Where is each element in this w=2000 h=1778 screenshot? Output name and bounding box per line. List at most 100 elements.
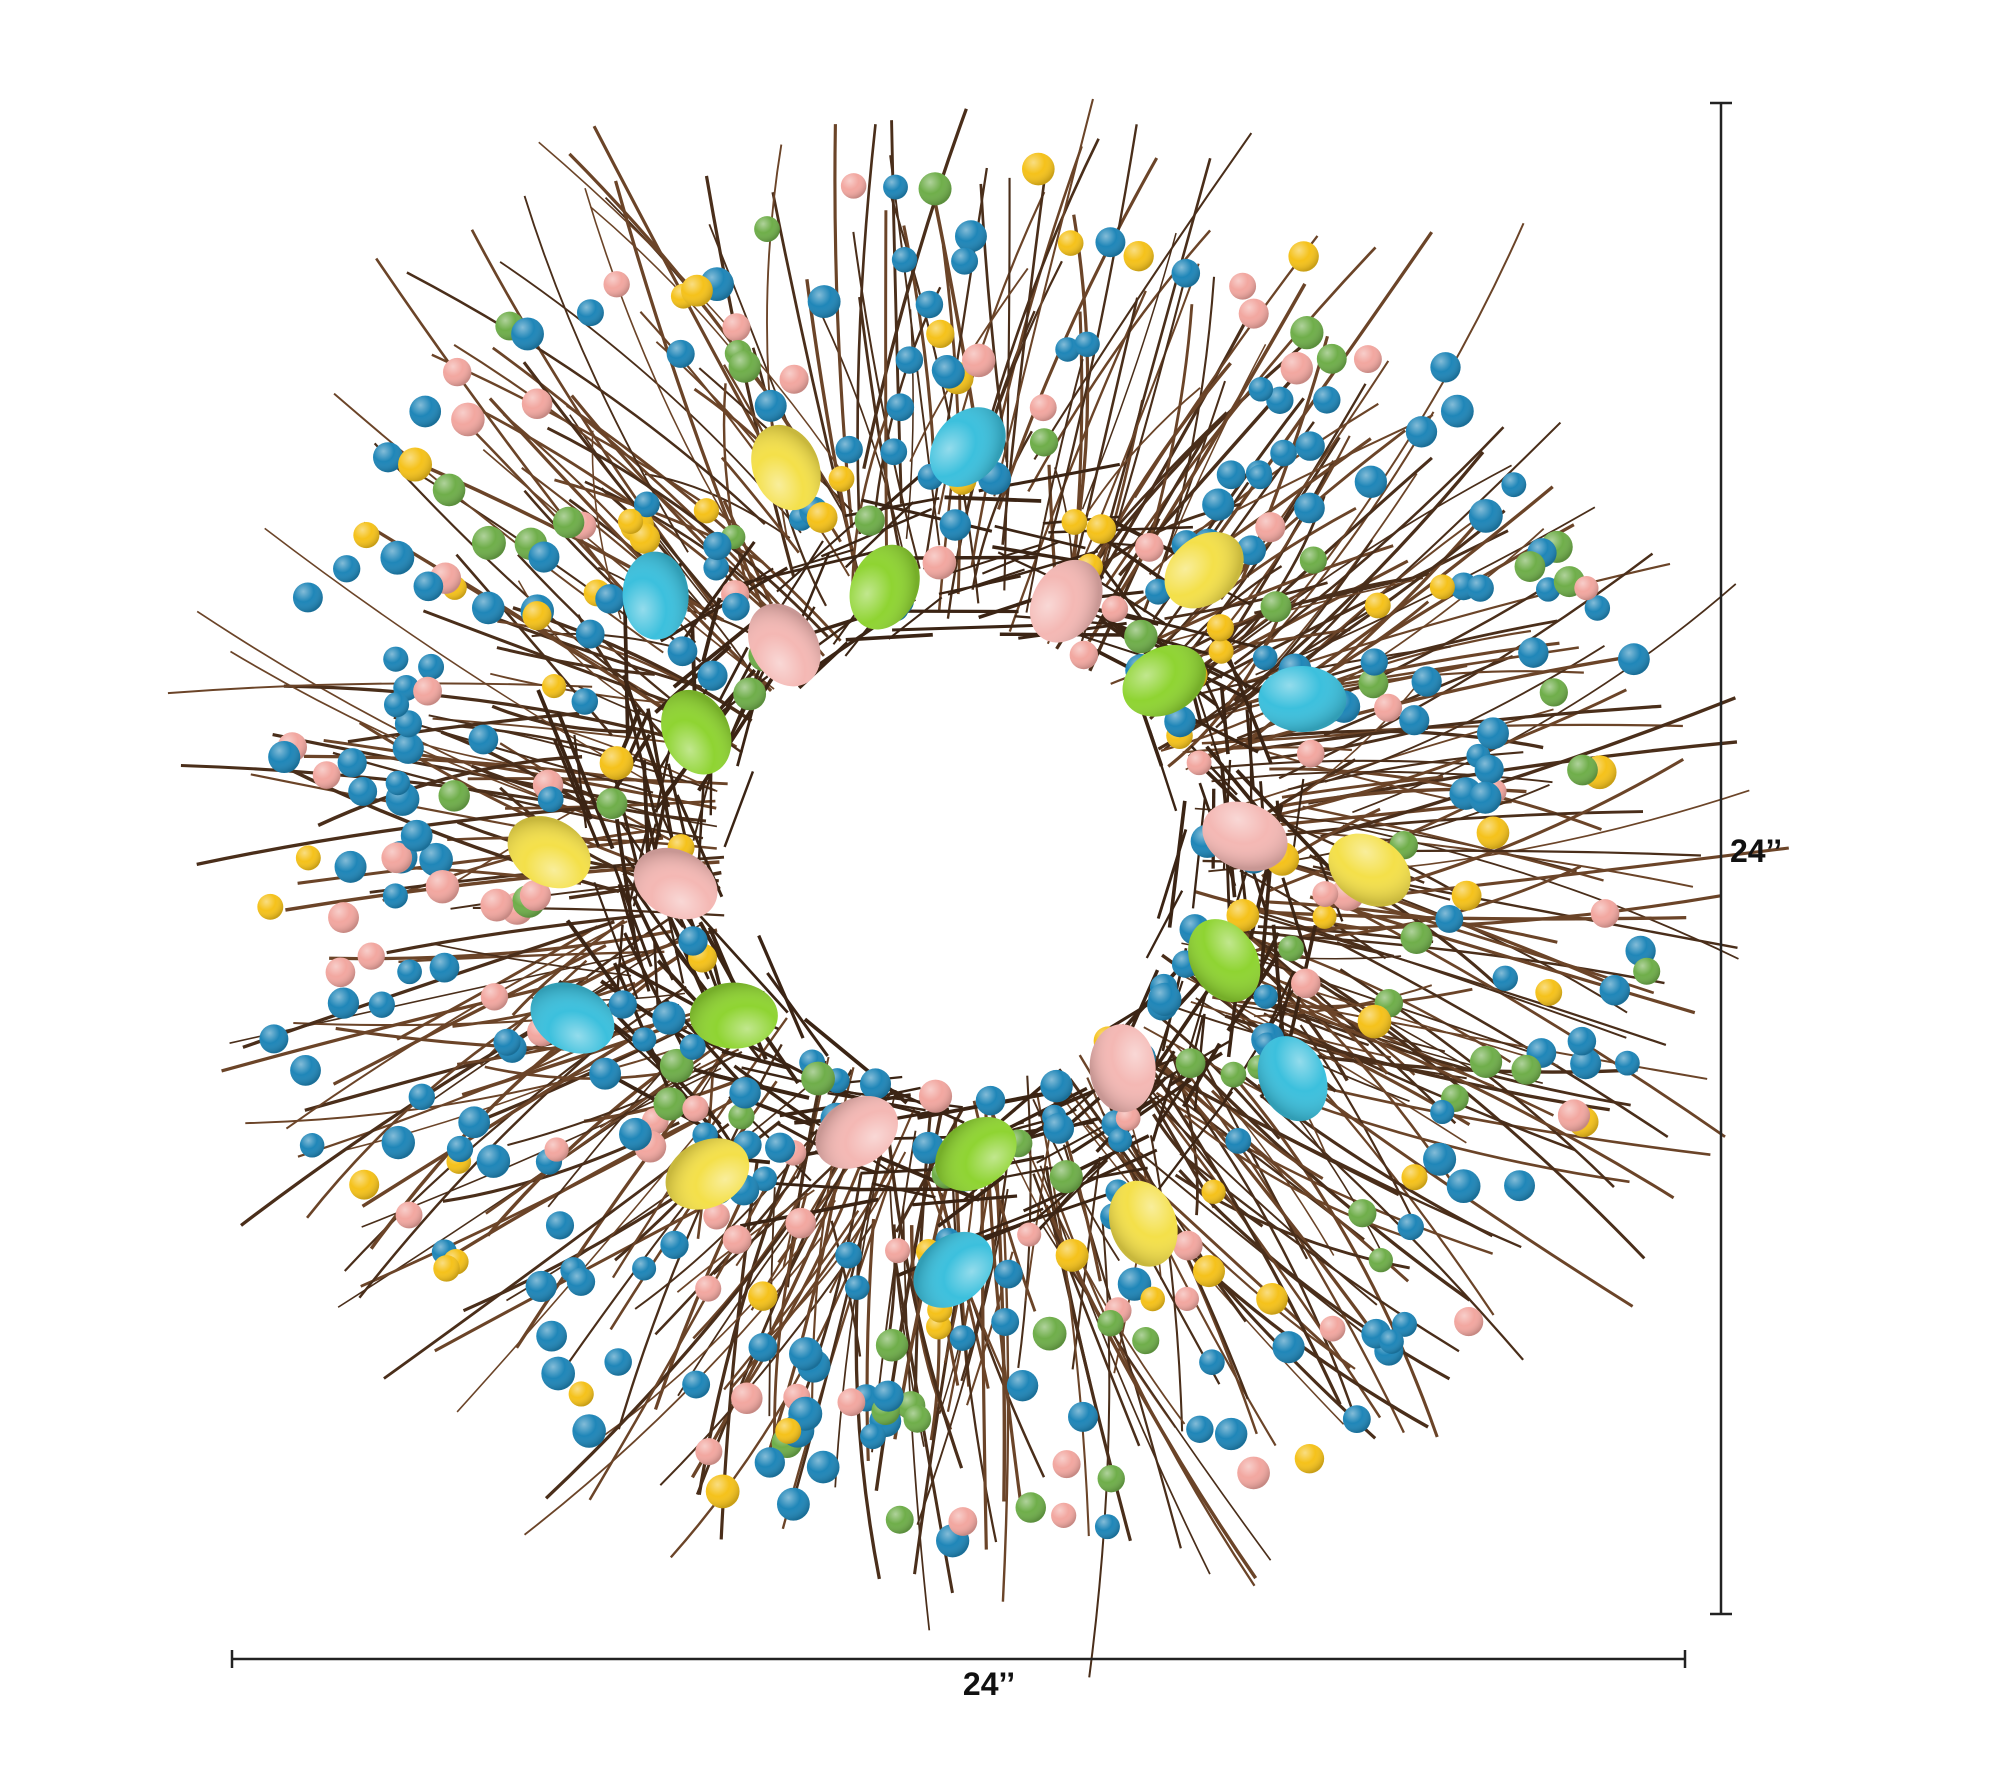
egg-shine bbox=[1089, 1024, 1156, 1113]
twig bbox=[970, 145, 1083, 567]
berry-shine bbox=[295, 845, 321, 871]
berry-shine bbox=[1511, 1054, 1542, 1085]
twig bbox=[1001, 164, 1048, 545]
twig bbox=[1086, 387, 1201, 514]
berry-shine bbox=[634, 491, 660, 518]
berry-shine bbox=[1236, 535, 1266, 566]
berry-shine bbox=[617, 508, 644, 535]
berry-shine bbox=[1029, 428, 1059, 457]
berry-shine bbox=[1518, 637, 1549, 668]
twig bbox=[971, 430, 1033, 590]
berry-shine bbox=[575, 619, 605, 649]
berry-shine bbox=[519, 879, 551, 912]
berry-shine bbox=[840, 173, 867, 199]
berry-shine bbox=[895, 346, 924, 374]
twig bbox=[180, 763, 550, 803]
berry-shine bbox=[835, 1241, 862, 1269]
twig bbox=[1183, 1114, 1404, 1237]
vine bbox=[616, 924, 624, 993]
twig bbox=[955, 138, 1100, 560]
berry-shine bbox=[408, 1083, 435, 1111]
berry-shine bbox=[1208, 638, 1234, 664]
berry-shine bbox=[1123, 241, 1154, 272]
berry-shine bbox=[480, 888, 514, 922]
twig bbox=[1133, 235, 1319, 499]
berry-shine bbox=[292, 582, 323, 613]
berry-shine bbox=[528, 541, 560, 573]
twig bbox=[1309, 895, 1696, 1015]
egg-shine bbox=[929, 407, 1006, 487]
berry-shine bbox=[536, 1320, 567, 1352]
egg-shine bbox=[748, 603, 821, 687]
egg-shine bbox=[1258, 665, 1347, 732]
vine bbox=[757, 934, 805, 1039]
berry-shine bbox=[693, 498, 720, 524]
vine bbox=[677, 540, 756, 648]
berry-shine bbox=[948, 1507, 978, 1536]
berry-shine bbox=[1140, 1286, 1165, 1312]
twig bbox=[723, 1209, 860, 1391]
twig bbox=[1148, 304, 1194, 540]
vine bbox=[860, 1148, 980, 1202]
berry-shine bbox=[1094, 1514, 1120, 1540]
berry-shine bbox=[1574, 575, 1599, 601]
berry-shine bbox=[604, 1348, 632, 1376]
berry-shine bbox=[860, 1423, 886, 1450]
twig bbox=[1305, 935, 1665, 985]
berry-shine bbox=[1171, 258, 1201, 288]
twig bbox=[386, 914, 642, 955]
berry-shine bbox=[418, 653, 445, 680]
berry-shine bbox=[779, 364, 809, 394]
berry-shine bbox=[380, 540, 415, 575]
berry-shine bbox=[1440, 394, 1474, 428]
berry-shine bbox=[438, 780, 470, 812]
berry-shine bbox=[1557, 1099, 1591, 1132]
twig bbox=[1160, 1016, 1281, 1140]
berry-shine bbox=[1278, 935, 1304, 962]
berry-shine bbox=[1405, 416, 1438, 448]
vine bbox=[1153, 1090, 1234, 1197]
berry-shine bbox=[748, 1281, 778, 1311]
vine bbox=[1022, 1148, 1158, 1213]
berry-shine bbox=[1570, 1048, 1602, 1080]
berry-shine bbox=[1229, 272, 1257, 300]
twig bbox=[1254, 984, 1433, 1018]
berry-shine bbox=[1316, 343, 1347, 374]
twig bbox=[1320, 696, 1737, 839]
berry-shine bbox=[961, 343, 996, 378]
berry-shine bbox=[268, 740, 301, 774]
berry-shine bbox=[619, 1117, 652, 1151]
berry-shine bbox=[859, 1068, 892, 1100]
vine bbox=[1145, 890, 1184, 959]
berry-shine bbox=[1097, 1464, 1125, 1493]
berry-shine bbox=[468, 724, 499, 755]
berry-shine bbox=[1392, 1311, 1418, 1337]
twig bbox=[491, 704, 630, 734]
berry-shine bbox=[425, 869, 460, 904]
vine bbox=[892, 623, 1034, 632]
berry-shine bbox=[1535, 979, 1563, 1006]
egg-shine bbox=[1188, 919, 1261, 1003]
berry-shine bbox=[1148, 982, 1182, 1017]
berry-shine bbox=[1253, 984, 1278, 1009]
egg-shine bbox=[1122, 644, 1207, 717]
berry-shine bbox=[954, 220, 987, 253]
berry-shine bbox=[1514, 551, 1546, 582]
twig bbox=[584, 187, 732, 529]
twig bbox=[546, 426, 829, 638]
twig bbox=[1302, 805, 1604, 882]
berry-shine bbox=[1238, 298, 1269, 329]
vine bbox=[935, 544, 1040, 579]
vine bbox=[612, 864, 653, 967]
twig bbox=[1182, 746, 1352, 754]
egg-shine bbox=[633, 847, 718, 920]
berry-shine bbox=[1055, 1238, 1089, 1272]
berry-shine bbox=[1029, 394, 1057, 422]
berry-shine bbox=[1492, 965, 1518, 991]
berry-shine bbox=[915, 290, 944, 319]
berry-shine bbox=[1086, 514, 1117, 544]
berry-shine bbox=[1255, 512, 1286, 543]
berry-shine bbox=[1294, 1443, 1325, 1474]
berry-shine bbox=[806, 502, 838, 533]
berry-shine bbox=[1423, 1142, 1457, 1176]
